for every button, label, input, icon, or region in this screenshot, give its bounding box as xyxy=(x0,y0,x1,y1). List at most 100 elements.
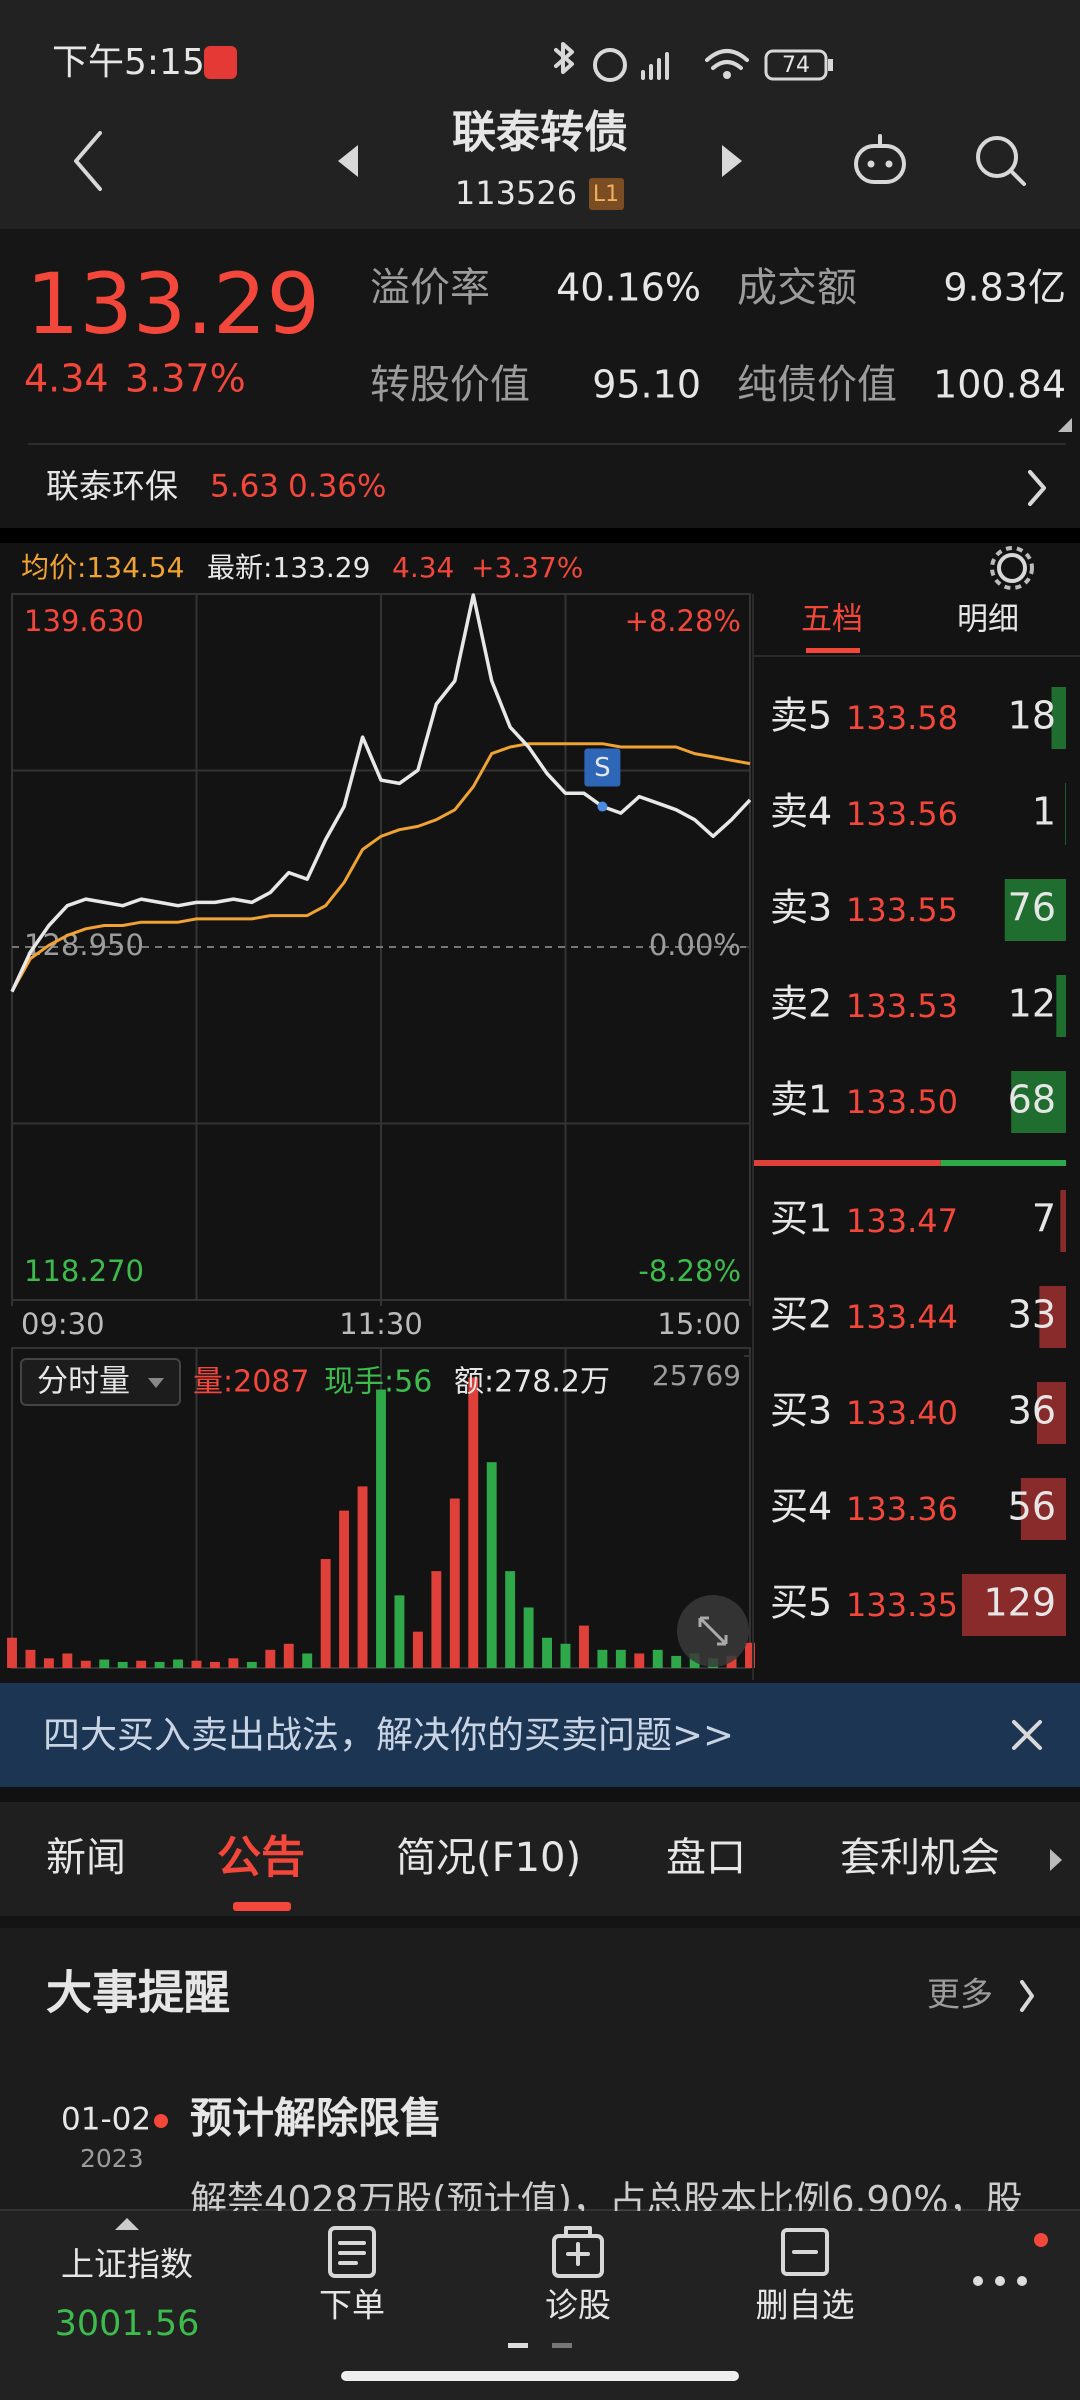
volume-bar xyxy=(579,1625,589,1668)
y2-tick-label: -8.28% xyxy=(638,1254,741,1288)
tab[interactable]: 套利机会 xyxy=(840,1835,1000,1881)
more-button xyxy=(995,2276,1005,2286)
book-volume: 56 xyxy=(1008,1485,1056,1529)
book-label: 买2 xyxy=(770,1293,832,1337)
diagnose-icon xyxy=(564,2226,592,2266)
underlying-name[interactable]: 联泰环保 xyxy=(46,467,178,506)
nav-item[interactable]: 删自选 xyxy=(756,2286,855,2325)
back-button[interactable] xyxy=(74,131,102,191)
book-price: 133.58 xyxy=(846,699,958,737)
volume-bar xyxy=(412,1631,423,1668)
book-volume: 1 xyxy=(1032,790,1056,834)
price-line xyxy=(10,742,751,993)
event-title[interactable]: 预计解除限售 xyxy=(190,2094,442,2143)
volume-bar xyxy=(542,1637,552,1668)
volume-bar xyxy=(117,1661,128,1668)
nav-item[interactable]: 诊股 xyxy=(545,2286,611,2325)
remove-icon[interactable] xyxy=(781,2228,829,2276)
search-button[interactable] xyxy=(976,136,1018,178)
book-label: 买4 xyxy=(770,1485,832,1529)
volume-bar xyxy=(136,1660,147,1668)
events-bg xyxy=(0,1928,1080,2210)
x-tick-label: 09:30 xyxy=(21,1307,105,1341)
book-volume: 12 xyxy=(1008,982,1056,1026)
volume-bar xyxy=(210,1661,220,1668)
tab[interactable]: 简况(F10) xyxy=(396,1835,581,1881)
expand-index[interactable] xyxy=(115,2218,139,2230)
x-tick-label: 11:30 xyxy=(339,1307,423,1341)
y2-tick-label: 0.00% xyxy=(649,928,741,962)
volume-selector[interactable] xyxy=(20,1358,181,1406)
expand-marker xyxy=(1058,418,1072,432)
robot-button xyxy=(867,160,875,168)
bottom-nav-bg xyxy=(0,2211,1080,2400)
tab-active[interactable]: 公告 xyxy=(217,1832,305,1883)
tabs-more[interactable] xyxy=(1050,1849,1062,1871)
depth-bar xyxy=(1056,975,1066,1037)
book-tab-active[interactable]: 五档 xyxy=(801,602,863,638)
tab[interactable]: 盘口 xyxy=(666,1835,746,1881)
underlying-price: 5.63 xyxy=(210,469,279,505)
banner-close[interactable] xyxy=(1012,1720,1042,1750)
page-indicator xyxy=(508,2343,528,2348)
fullscreen-button xyxy=(698,1616,728,1646)
signal-icon xyxy=(641,52,669,80)
bluetooth-icon xyxy=(554,42,574,74)
top-bar-bg xyxy=(0,0,1080,229)
volume-bar xyxy=(615,1649,626,1668)
volume-bar xyxy=(80,1660,91,1668)
book-price: 133.56 xyxy=(846,795,958,833)
banner-text[interactable]: 四大买入卖出战法，解决你的买卖问题>> xyxy=(43,1714,734,1757)
diagnose-icon[interactable] xyxy=(552,2234,604,2278)
settings-button[interactable] xyxy=(997,553,1027,583)
book-volume: 68 xyxy=(1008,1078,1056,1122)
bid-strength xyxy=(754,1160,941,1166)
volume-bar xyxy=(505,1571,516,1668)
tab[interactable]: 新闻 xyxy=(46,1835,126,1881)
book-price: 133.47 xyxy=(846,1202,958,1240)
book-price: 133.35 xyxy=(846,1586,958,1624)
chevron xyxy=(1028,470,1046,506)
title: 联泰转债 xyxy=(452,107,628,158)
y2-tick-label: +8.28% xyxy=(625,604,741,638)
depth-bar xyxy=(1011,1071,1066,1133)
book-volume: 7 xyxy=(1032,1197,1056,1241)
notification-dot xyxy=(1034,2233,1048,2247)
gap xyxy=(0,1787,1080,1802)
more-button[interactable] xyxy=(973,2276,983,2286)
volume-bar xyxy=(265,1649,276,1668)
volume-bar xyxy=(154,1661,165,1668)
prev-button[interactable] xyxy=(338,145,358,177)
order-icon xyxy=(338,2241,366,2265)
volume-bar xyxy=(523,1607,534,1668)
book-volume: 18 xyxy=(1008,694,1056,738)
volume-bar xyxy=(745,1642,755,1668)
depth-bar xyxy=(1036,1382,1066,1444)
book-tab-underline xyxy=(806,648,860,653)
volume-bar xyxy=(597,1649,608,1668)
more-link[interactable]: 更多 xyxy=(927,1975,993,2014)
volume-bar xyxy=(173,1659,183,1668)
stat-value: 40.16% xyxy=(556,266,701,310)
volume-bar xyxy=(43,1658,54,1668)
stat-label: 溢价率 xyxy=(370,265,490,311)
order-icon[interactable] xyxy=(328,2226,376,2278)
index-name[interactable]: 上证指数 xyxy=(61,2245,193,2284)
nav-item[interactable]: 下单 xyxy=(319,2286,385,2325)
price-change: 4.34 xyxy=(24,357,109,401)
next-button[interactable] xyxy=(722,145,742,177)
volume-bar xyxy=(560,1643,571,1668)
underlying-change: 0.36% xyxy=(288,469,386,505)
stat-value: 9.83亿 xyxy=(943,266,1066,310)
volume-bar xyxy=(302,1653,313,1668)
volume-bar xyxy=(449,1498,460,1668)
depth-bar xyxy=(962,1574,1066,1636)
level: L1 xyxy=(593,182,619,207)
book-label: 卖5 xyxy=(770,694,832,738)
book-label: 卖4 xyxy=(770,790,832,834)
book-volume: 33 xyxy=(1008,1293,1056,1337)
chevron xyxy=(1020,1980,1034,2012)
quote-bg xyxy=(0,229,1080,528)
page-indicator xyxy=(552,2343,572,2348)
book-tab[interactable]: 明细 xyxy=(957,602,1019,638)
